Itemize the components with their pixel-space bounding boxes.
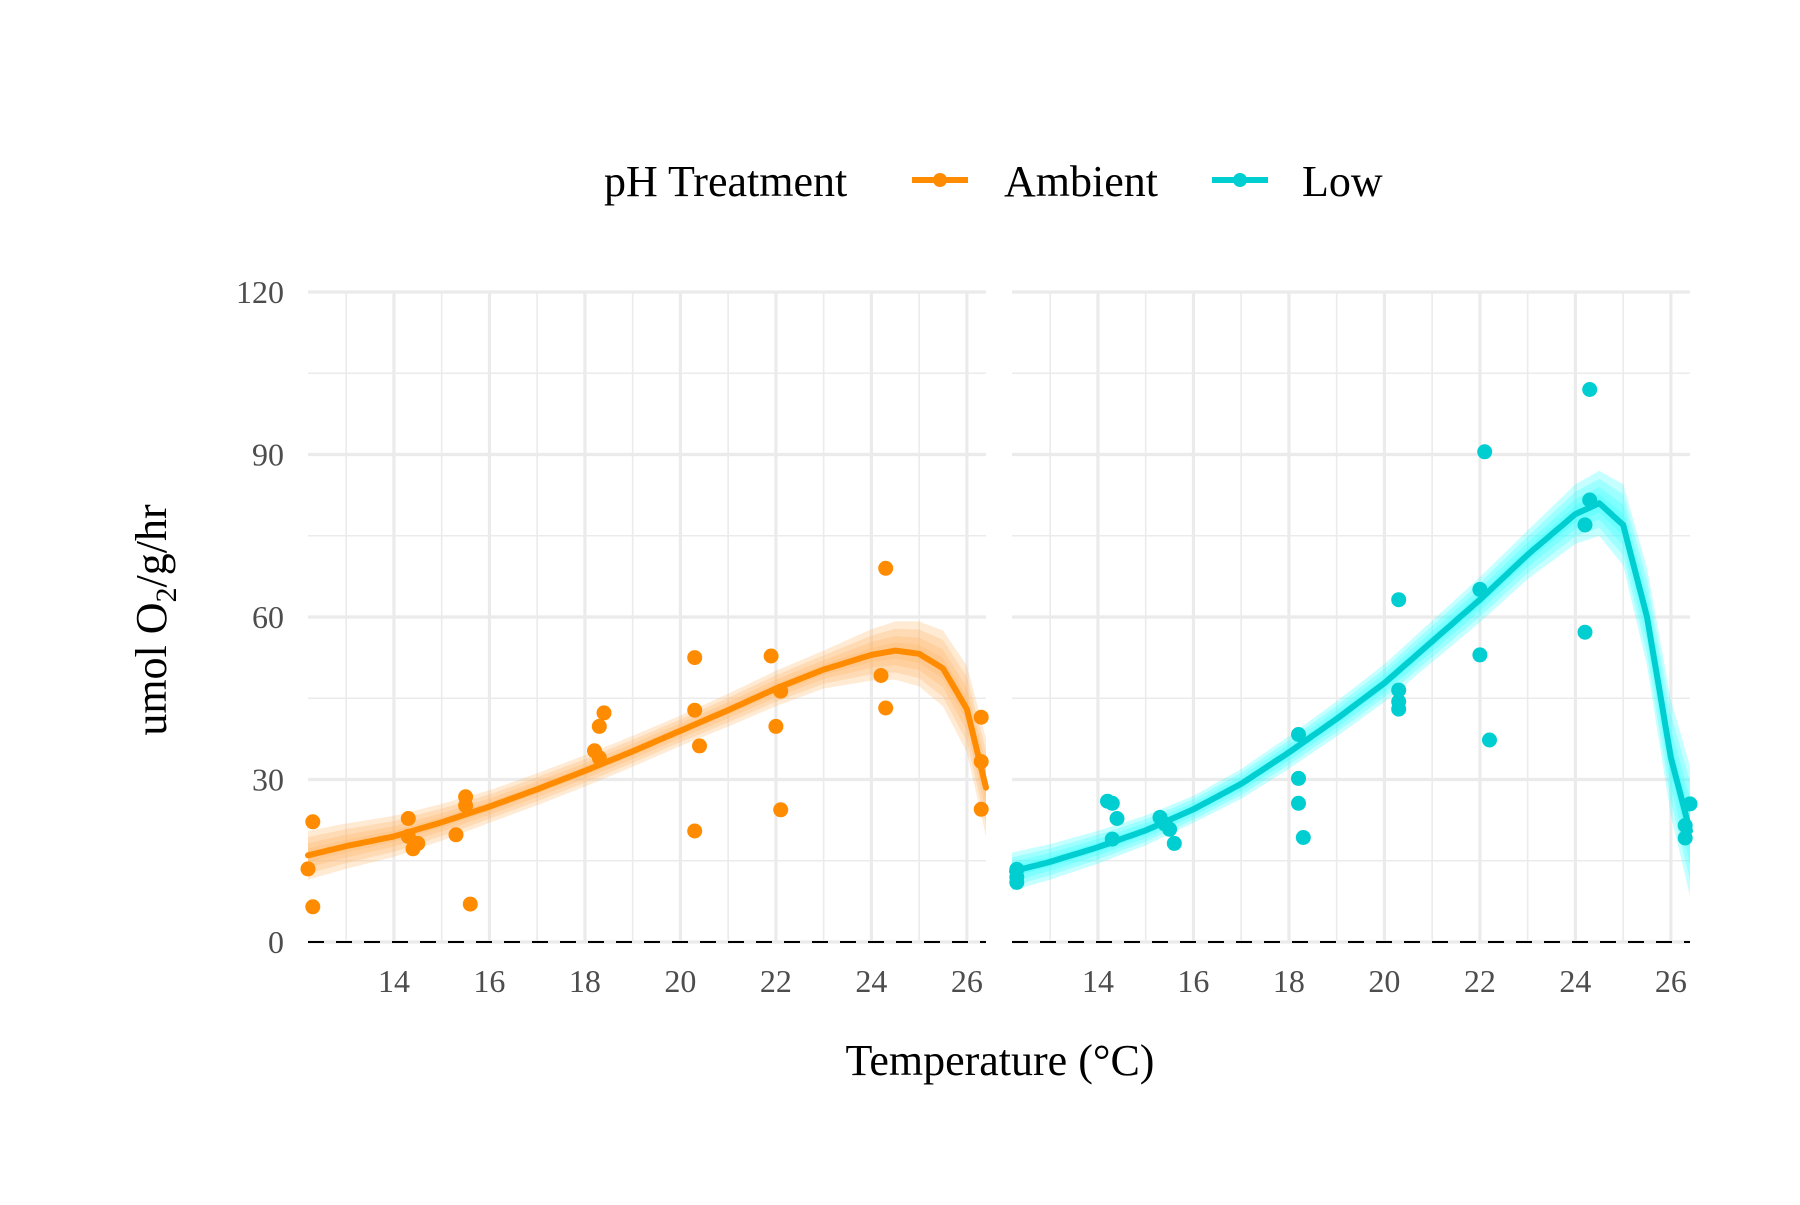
fit-ribbon-band: [1012, 470, 1690, 896]
data-point: [1109, 811, 1125, 826]
y-tick-label: 90: [252, 437, 284, 473]
data-point: [1009, 874, 1025, 890]
data-point: [1577, 624, 1593, 640]
x-tick-label: 14: [378, 963, 410, 999]
legend-key-low-point: [1233, 173, 1247, 187]
x-tick-label: 20: [1368, 963, 1400, 999]
data-point: [1677, 818, 1693, 833]
data-point: [873, 668, 889, 683]
data-point: [763, 648, 779, 664]
fit-ribbon-band: [308, 642, 986, 863]
y-tick-label: 60: [252, 599, 284, 635]
data-point: [591, 718, 607, 734]
fit-line: [1009, 500, 1693, 875]
data-point: [768, 718, 784, 734]
data-point: [1472, 581, 1488, 597]
x-tick-label: 24: [1559, 963, 1591, 999]
data-point: [1291, 727, 1306, 742]
data-point: [1391, 682, 1407, 698]
data-point: [687, 650, 703, 666]
legend-label-low: Low: [1302, 157, 1383, 206]
legend-entry-low: Low: [1212, 157, 1383, 206]
data-point: [596, 705, 612, 721]
legend-title: pH Treatment: [604, 157, 847, 206]
x-tick-label: 22: [760, 963, 792, 999]
x-tick-label: 24: [855, 963, 887, 999]
data-point: [1582, 382, 1598, 397]
y-tick-label: 120: [236, 274, 284, 310]
y-axis-title-main: umol O: [127, 602, 176, 735]
panel-ambient-points: [300, 560, 989, 915]
data-point: [692, 738, 707, 754]
y-tick-label: 30: [252, 762, 284, 798]
data-point: [400, 811, 416, 826]
data-point: [1291, 770, 1306, 786]
legend: pH Treatment Ambient Low: [604, 157, 1383, 206]
y-axis-title-subscript: 2: [150, 587, 183, 602]
x-axis-title: Temperature (°C): [846, 1036, 1155, 1085]
fit-ribbon-band: [308, 621, 986, 880]
data-point: [1482, 732, 1497, 748]
data-point: [878, 700, 894, 716]
y-tick-label: 0: [268, 924, 284, 960]
x-tick-label: 22: [1464, 963, 1496, 999]
data-point: [878, 560, 894, 576]
fit-line: [305, 647, 989, 859]
data-point: [305, 814, 321, 830]
x-tick-label: 16: [1177, 963, 1209, 999]
panel-ambient: 14 16 18 20 22 24 26: [300, 290, 989, 999]
data-point: [410, 835, 426, 851]
data-point: [1162, 821, 1178, 837]
data-point: [687, 702, 703, 718]
data-point: [773, 683, 789, 699]
x-tick-label: 26: [951, 963, 983, 999]
data-point: [462, 896, 478, 912]
data-point: [773, 802, 789, 818]
y-axis-ticks: 0 30 60 90 120: [236, 274, 284, 960]
panel-ambient-x-ticks: 14 16 18 20 22 24 26: [378, 963, 983, 999]
data-point: [300, 861, 316, 877]
data-point: [973, 709, 989, 725]
x-tick-label: 18: [569, 963, 601, 999]
data-point: [1477, 444, 1493, 460]
y-axis-title: umol O2/g/hr: [127, 504, 183, 736]
legend-key-ambient-point: [933, 173, 947, 187]
data-point: [1582, 492, 1598, 508]
data-point: [1682, 796, 1698, 812]
data-point: [973, 754, 989, 770]
data-point: [973, 801, 989, 817]
data-point: [305, 899, 321, 915]
x-tick-label: 16: [473, 963, 505, 999]
data-point: [591, 750, 607, 766]
x-tick-label: 20: [664, 963, 696, 999]
panel-low: 14 16 18 20 22 24 26: [1009, 290, 1698, 999]
fit-ribbon-band: [1012, 478, 1690, 886]
panel-low-points: [1009, 382, 1698, 890]
x-tick-label: 26: [1655, 963, 1687, 999]
data-point: [1391, 592, 1407, 608]
data-point: [1677, 830, 1693, 846]
data-point: [1472, 647, 1488, 663]
y-axis-title-rest: /g/hr: [127, 504, 176, 587]
panel-ambient-fit: [305, 647, 989, 859]
data-point: [1295, 830, 1311, 845]
data-point: [687, 823, 703, 839]
panel-low-x-ticks: 14 16 18 20 22 24 26: [1082, 963, 1687, 999]
data-point: [448, 827, 464, 843]
data-point: [1104, 831, 1120, 847]
data-point: [1166, 835, 1182, 851]
x-tick-label: 18: [1273, 963, 1305, 999]
data-point: [458, 798, 474, 813]
panel-low-fit: [1009, 500, 1693, 875]
data-point: [1104, 795, 1120, 811]
data-point: [1291, 795, 1306, 811]
legend-label-ambient: Ambient: [1004, 157, 1158, 206]
data-point: [1391, 694, 1407, 709]
legend-entry-ambient: Ambient: [912, 157, 1158, 206]
x-tick-label: 14: [1082, 963, 1114, 999]
data-point: [1577, 517, 1593, 533]
